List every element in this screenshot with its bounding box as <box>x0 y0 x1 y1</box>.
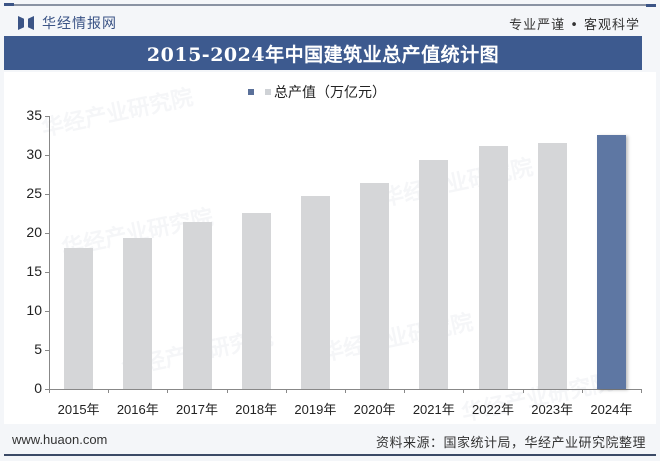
logo: 华经情报网 <box>18 13 117 33</box>
x-tick <box>345 389 346 393</box>
footer: www.huaon.com 资料来源：国家统计局，华经产业研究院整理 <box>0 428 660 452</box>
y-tick <box>45 233 49 234</box>
legend-swatch-highlight <box>248 89 254 95</box>
x-tick-label: 2020年 <box>353 402 396 417</box>
y-tick-label: 25 <box>26 185 42 201</box>
y-tick-label: 0 <box>34 380 42 396</box>
x-tick-label: 2024年 <box>590 402 633 417</box>
x-tick <box>285 389 287 393</box>
x-tick-label: 2023年 <box>531 402 574 417</box>
y-axis <box>49 116 50 390</box>
logo-text: 华经情报网 <box>42 16 117 32</box>
bar-2023年[interactable] <box>537 142 567 389</box>
bar-2022年[interactable] <box>478 145 508 389</box>
bar-2016年[interactable] <box>123 237 153 389</box>
slogan: 专业严谨 • 客观科学 <box>509 18 640 33</box>
y-tick-label: 35 <box>26 107 42 123</box>
x-tick <box>404 389 406 393</box>
x-tick <box>581 389 583 393</box>
y-tick-label: 30 <box>26 146 42 162</box>
y-tick <box>45 155 49 156</box>
x-tick <box>641 389 642 393</box>
header: 华经情报网 专业严谨 • 客观科学 <box>0 8 660 34</box>
y-tick <box>45 194 49 195</box>
y-tick <box>45 311 49 312</box>
legend-label: 总产值（万亿元） <box>274 85 386 101</box>
y-tick-label: 15 <box>26 263 42 279</box>
y-tick-label: 20 <box>26 224 42 240</box>
bar-2015年[interactable] <box>64 247 94 389</box>
bar-2024年[interactable] <box>596 134 626 389</box>
title-bar: 2015-2024年中国建筑业总产值统计图 <box>4 36 642 70</box>
x-tick <box>108 389 110 393</box>
y-tick-label: 5 <box>34 341 42 357</box>
x-tick-label: 2018年 <box>235 402 278 417</box>
x-tick <box>522 389 524 393</box>
bar-2019年[interactable] <box>300 195 330 389</box>
y-tick <box>45 350 49 351</box>
chart-title: 2015-2024年中国建筑业总产值统计图 <box>146 43 500 66</box>
x-tick-label: 2015年 <box>57 402 100 417</box>
y-tick <box>45 389 49 390</box>
x-tick-label: 2021年 <box>412 402 455 417</box>
x-tick-label: 2016年 <box>116 402 159 417</box>
x-tick <box>167 389 169 393</box>
x-tick-label: 2019年 <box>294 402 337 417</box>
bar-2018年[interactable] <box>241 212 271 389</box>
x-tick <box>49 389 50 393</box>
logo-icon <box>18 16 34 30</box>
x-tick-label: 2017年 <box>176 402 218 417</box>
bar-2020年[interactable] <box>360 183 390 389</box>
legend-swatch-default <box>265 89 271 95</box>
y-tick <box>45 272 49 273</box>
bar-2017年[interactable] <box>182 222 212 389</box>
website-link[interactable]: www.huaon.com <box>12 432 108 447</box>
source-note: 资料来源：国家统计局，华经产业研究院整理 <box>375 436 646 451</box>
x-tick <box>463 389 465 393</box>
top-divider <box>4 3 656 7</box>
bottom-divider <box>4 454 656 456</box>
y-tick <box>45 116 49 117</box>
y-tick-label: 10 <box>26 302 42 318</box>
bar-2021年[interactable] <box>419 160 449 389</box>
legend: 总产值（万亿元） <box>248 82 386 102</box>
x-tick-label: 2022年 <box>472 402 514 417</box>
x-tick <box>226 389 228 393</box>
